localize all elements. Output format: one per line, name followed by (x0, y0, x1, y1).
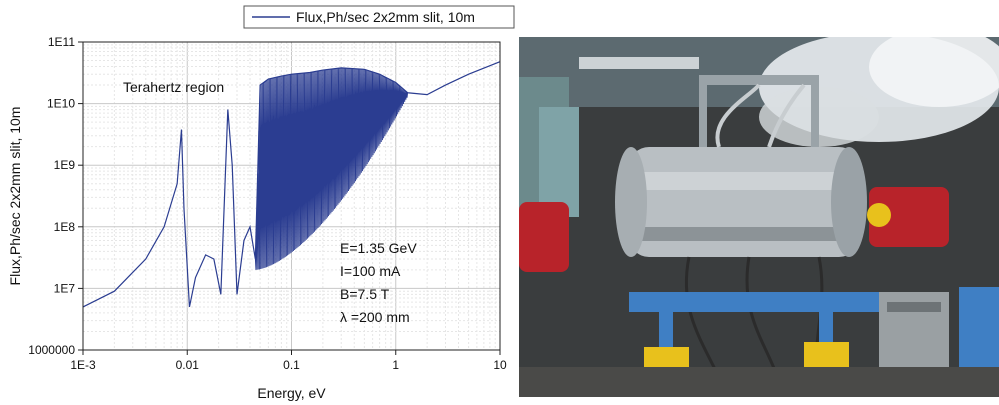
y-tick-label: 1E10 (47, 97, 75, 111)
floor (519, 367, 999, 397)
cryostat-shadow (629, 227, 859, 241)
x-tick-label: 0.01 (176, 358, 200, 372)
yellow-flange (867, 203, 891, 227)
frame-post-left (699, 75, 707, 165)
x-axis-title: Energy, eV (257, 385, 326, 401)
cryostat-highlight (629, 172, 859, 190)
y-tick-label: 1E7 (54, 281, 76, 295)
y-tick-label: 1E11 (48, 35, 75, 49)
annotation-parameter: B=7.5 T (340, 286, 390, 302)
cryostat-flange-left (615, 147, 647, 257)
chart-panel: 1E-3 0.01 0.1 1 10 1000000 1E7 1E8 1E9 1E10 1E11 En… (7, 5, 515, 401)
blue-support-beam (629, 292, 879, 312)
annotation-terahertz-region: Terahertz region (123, 79, 224, 95)
legend-label: Flux,Ph/sec 2x2mm slit, 10m (296, 9, 475, 25)
red-magnet-left (519, 202, 569, 272)
steam-cloud-2 (869, 37, 999, 107)
annotation-parameter: I=100 mA (340, 263, 401, 279)
pipe-2 (767, 83, 806, 148)
cable-1 (684, 256, 721, 378)
red-magnet-right (869, 187, 949, 247)
x-tick-label: 10 (493, 358, 507, 372)
annotation-parameter: λ =200 mm (340, 309, 410, 325)
y-tick-label: 1000000 (28, 343, 75, 357)
x-tick-label: 0.1 (283, 358, 300, 372)
x-tick-label: 1E-3 (70, 358, 96, 372)
flux-oscillation-band (254, 67, 409, 270)
legend-box (243, 5, 515, 29)
cryostat-flange (831, 147, 867, 257)
green-cabinet (539, 107, 579, 217)
x-tick-label: 1 (392, 358, 399, 372)
rack-panel (887, 302, 941, 312)
frame-post-right (811, 75, 819, 165)
top-frame (699, 75, 819, 85)
photo-illustration (519, 37, 999, 397)
ceiling-light (579, 57, 699, 69)
y-tick-label: 1E8 (54, 220, 76, 234)
blue-leg-left (659, 312, 673, 352)
undulator-photo (519, 37, 999, 397)
pipe-1 (715, 83, 761, 148)
flux-chart: 1E-3 0.01 0.1 1 10 1000000 1E7 1E8 1E9 1E10 1E11 En… (7, 5, 515, 401)
y-axis-title: Flux,Ph/sec 2x2mm slit, 10m (7, 107, 23, 286)
y-tick-label: 1E9 (54, 158, 76, 172)
annotation-parameter: E=1.35 GeV (340, 240, 417, 256)
